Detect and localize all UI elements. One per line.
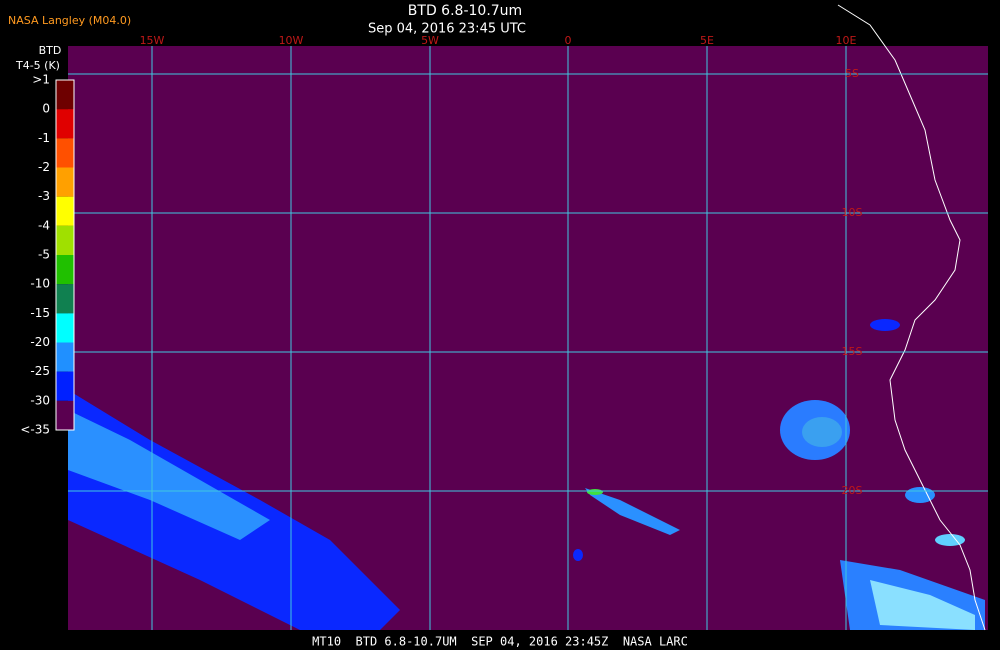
legend-swatch: [56, 313, 74, 343]
legend-title: BTD: [39, 44, 62, 57]
lat-label: 15S: [842, 345, 863, 358]
cloud-band: [68, 410, 270, 540]
legend-swatch: [56, 196, 74, 226]
lon-label: 5W: [421, 34, 439, 47]
legend-label: -10: [30, 277, 50, 291]
cloud: [935, 534, 965, 546]
legend-label: -3: [38, 189, 50, 203]
title: BTD 6.8-10.7um: [408, 3, 522, 19]
lat-label: 5S: [845, 67, 859, 80]
color-legend: >1 0 -1 -2 -3 -4 -5 -10 -15 -20 -25 -30 <-35: [20, 73, 75, 437]
footer: MT10 BTD 6.8-10.7UM SEP 04, 2016 23:45Z …: [312, 635, 688, 649]
lat-label: 20S: [842, 484, 863, 497]
legend-swatch: [56, 371, 74, 401]
lon-label: 15W: [140, 34, 165, 47]
cloud: [802, 417, 842, 447]
legend-label: -25: [30, 364, 50, 378]
legend-label: -5: [38, 248, 50, 262]
legend-label: 0: [42, 102, 50, 116]
timestamp: Sep 04, 2016 23:45 UTC: [368, 22, 526, 37]
cloud: [585, 488, 680, 535]
legend-label: -20: [30, 335, 50, 349]
lon-label: 10W: [279, 34, 304, 47]
legend-swatch: [56, 342, 74, 372]
lon-label: 10E: [836, 34, 857, 47]
clouds: [68, 319, 985, 630]
coastline: [837, 4, 986, 631]
lon-label: 5E: [700, 34, 714, 47]
legend-label: >1: [32, 73, 50, 87]
legend-swatch: [56, 138, 74, 168]
legend-label: -30: [30, 393, 50, 407]
cloud: [573, 549, 583, 561]
legend-swatch: [56, 167, 74, 197]
legend-swatch: [56, 225, 74, 255]
legend-label: <-35: [20, 423, 50, 437]
legend-label: -15: [30, 306, 50, 320]
legend-swatch: [56, 284, 74, 314]
lon-label: 0: [565, 34, 572, 47]
cloud: [870, 319, 900, 331]
legend-label: -2: [38, 160, 50, 174]
lat-label: 10S: [842, 206, 863, 219]
graticule: 15W 10W 5W 0 5E 10E 5S 10S 15S 20S: [68, 34, 988, 630]
legend-swatch: [56, 80, 74, 110]
cloud: [870, 580, 975, 630]
legend-label: -4: [38, 218, 50, 232]
legend-frame: [55, 79, 75, 431]
legend-swatch: [56, 255, 74, 285]
legend-unit: T4-5 (K): [15, 59, 60, 72]
legend-label: -1: [38, 131, 50, 145]
source-label: NASA Langley (M04.0): [8, 14, 131, 27]
legend-swatch: [56, 109, 74, 139]
cloud: [587, 489, 603, 495]
legend-swatch: [56, 400, 74, 430]
